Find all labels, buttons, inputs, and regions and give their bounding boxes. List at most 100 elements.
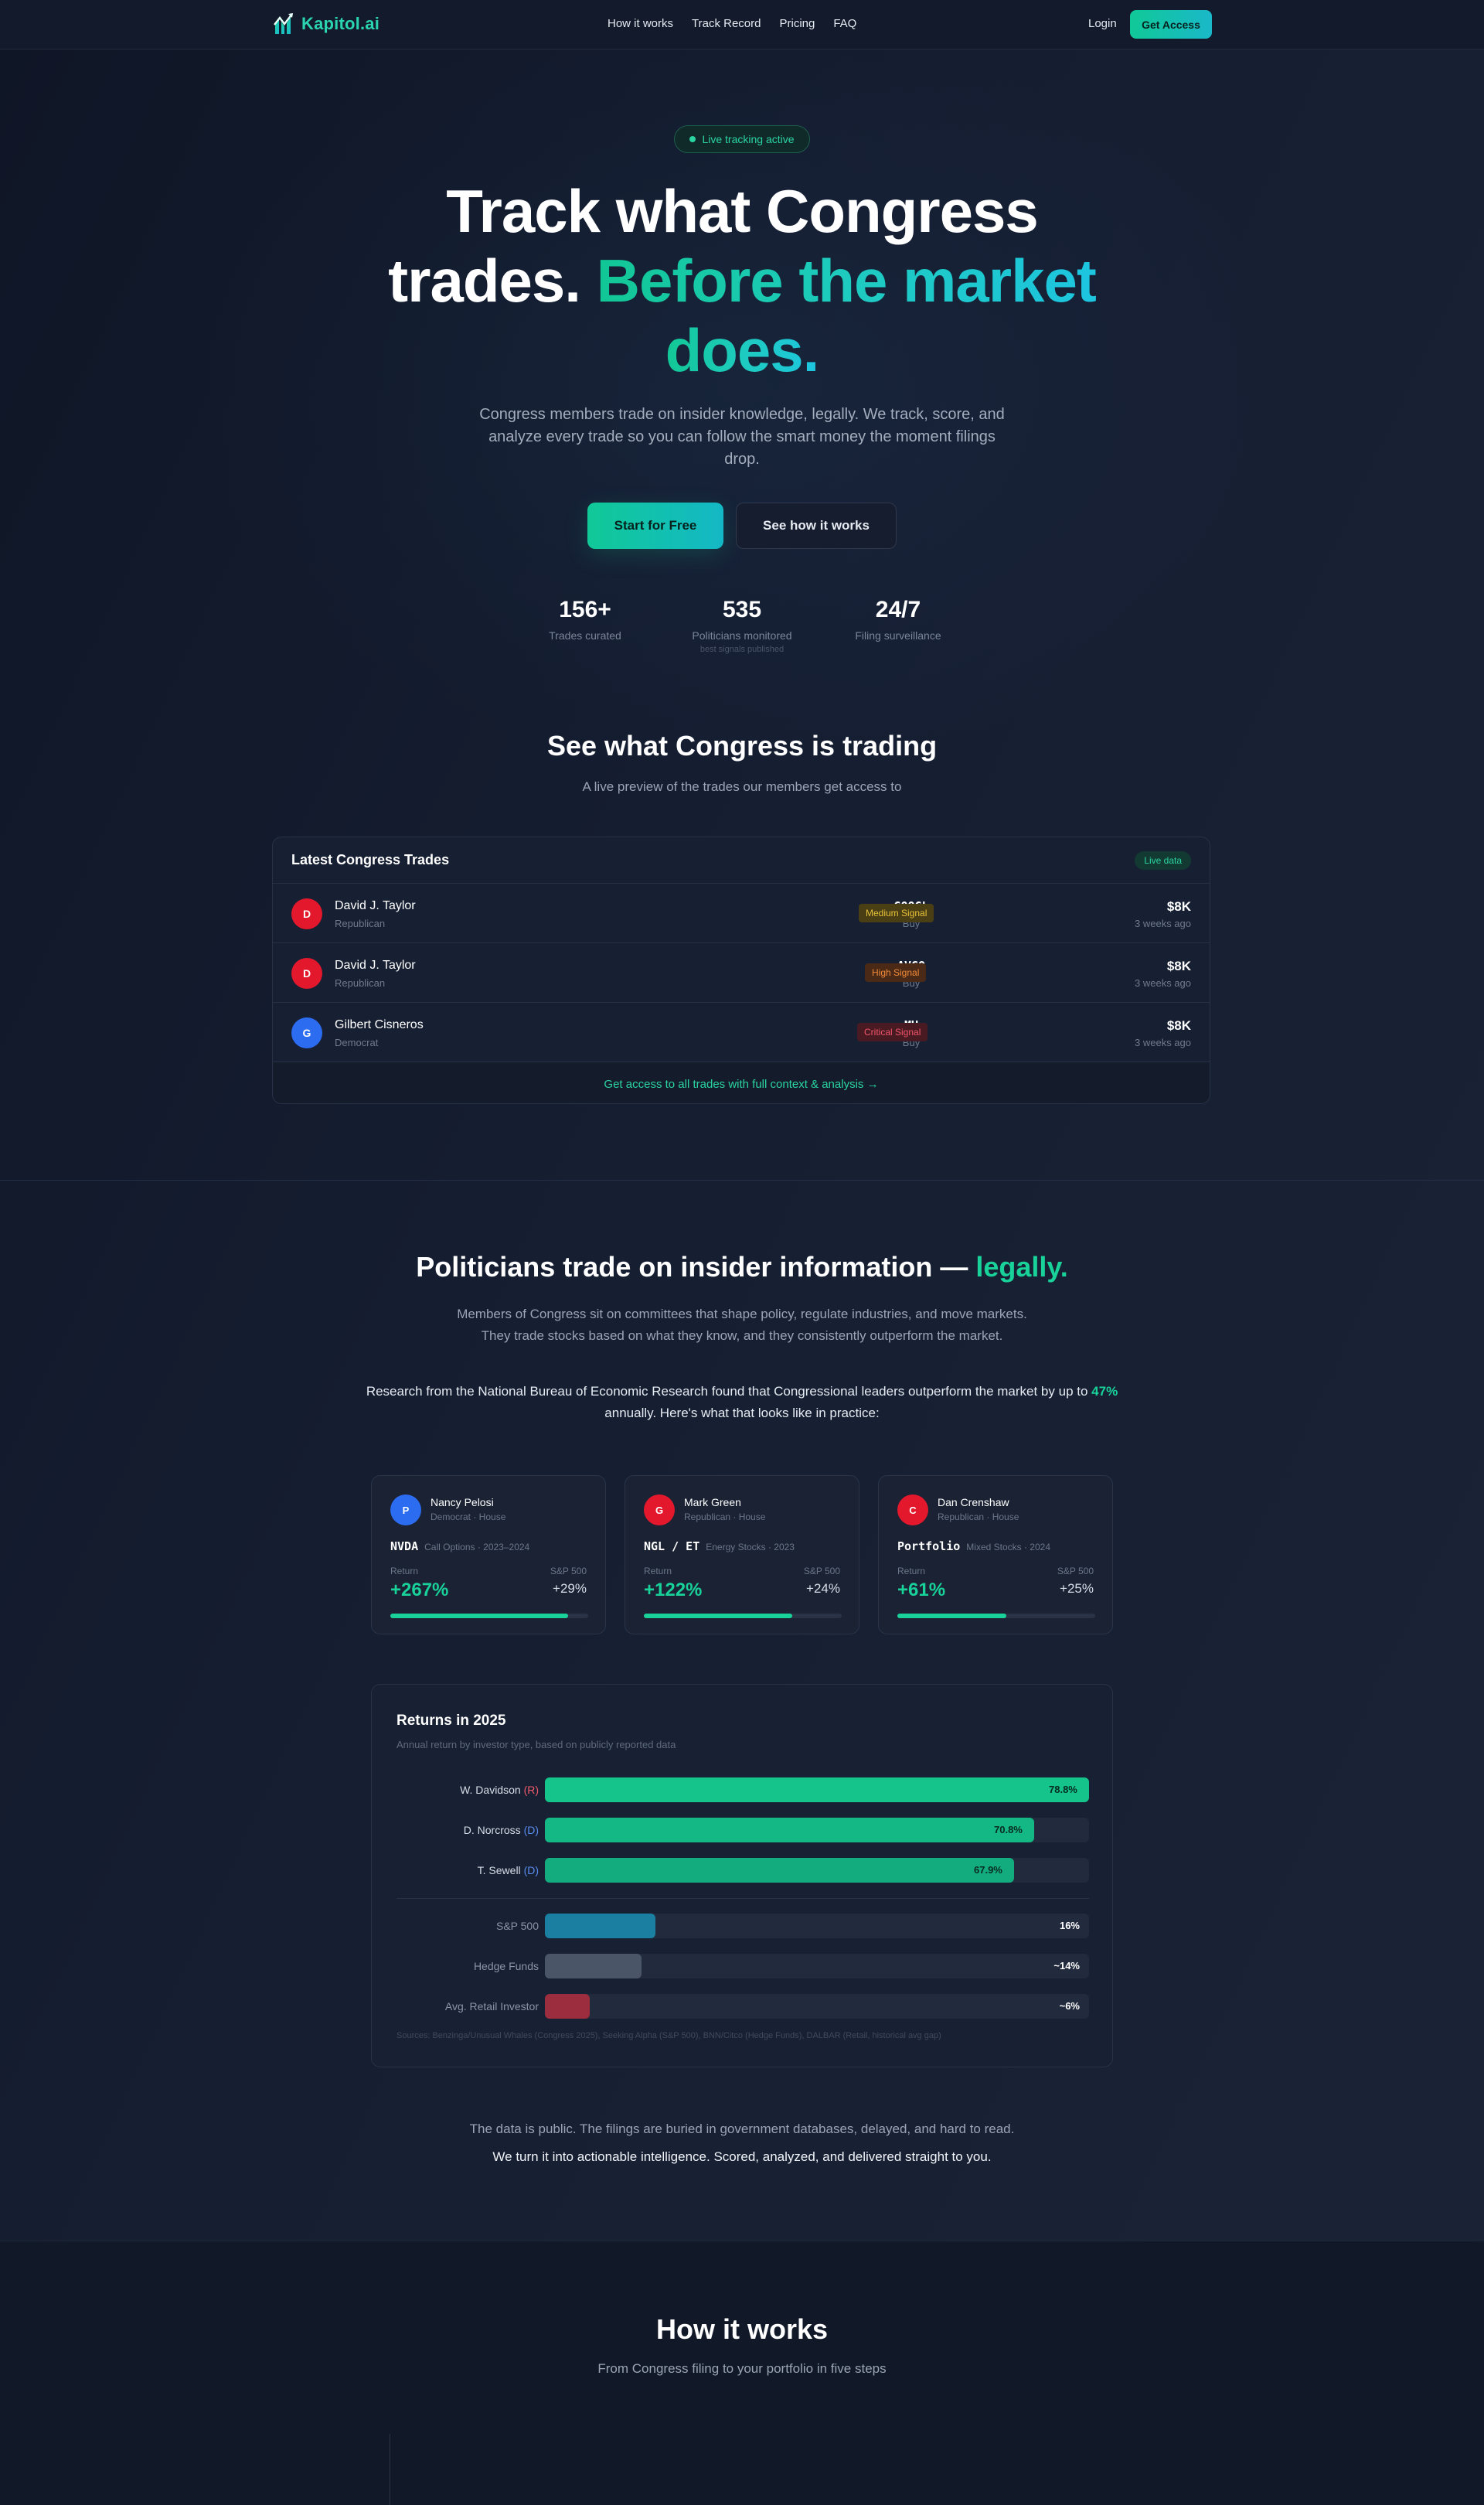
return-label: Return	[390, 1566, 419, 1576]
returns-bar-row: S&P 500 16%	[372, 1914, 1114, 1938]
hero-subtitle: Congress members trade on insider knowle…	[479, 406, 1005, 468]
hero-title-line2-plain: trades.	[388, 247, 597, 315]
trade-politician-party: Democrat	[335, 1037, 379, 1048]
bar-name: Hedge Funds	[473, 1960, 539, 1972]
bar-track: 67.9%	[545, 1858, 1089, 1883]
avatar: C	[897, 1494, 928, 1525]
trade-politician-name: Gilbert Cisneros	[335, 1018, 424, 1031]
bar-value: ~6%	[1059, 2000, 1080, 2012]
how-it-works-subtitle: From Congress filing to your portfolio i…	[597, 2361, 887, 2376]
stat-label: Filing surveillance	[855, 629, 941, 642]
returns-separator	[397, 1898, 1089, 1899]
all-trades-link[interactable]: Get access to all trades with full conte…	[273, 1062, 1210, 1103]
stat-filing-surveillance: 24/7 Filing surveillance	[836, 597, 960, 642]
bar-label: W. Davidson (R)	[460, 1784, 539, 1796]
live-dot-icon	[689, 136, 696, 142]
politician-ticker: NGL / ET Energy Stocks · 2023	[644, 1539, 795, 1553]
trade-politician-party: Republican	[335, 918, 386, 929]
signal-badge: High Signal	[865, 963, 927, 982]
return-progress-track	[644, 1614, 842, 1618]
research-paragraph: Research from the National Bureau of Eco…	[363, 1381, 1121, 1424]
bar	[545, 1818, 1034, 1842]
sp500-value: +25%	[1060, 1581, 1094, 1596]
stat-label: Trades curated	[549, 629, 621, 642]
bar-value: 70.8%	[994, 1824, 1023, 1835]
sp500-label: S&P 500	[550, 1566, 587, 1576]
politician-role: Republican · House	[938, 1512, 1019, 1522]
how-it-works-section	[0, 2241, 1484, 2505]
trade-politician-name: David J. Taylor	[335, 899, 416, 912]
bar-track: 70.8%	[545, 1818, 1089, 1842]
logo-chart-icon	[274, 13, 293, 34]
stat-note: best signals published	[699, 645, 785, 654]
trade-politician-name: David J. Taylor	[335, 959, 416, 972]
stat-politicians-monitored: 535 Politicians monitored best signals p…	[680, 597, 804, 654]
return-progress-fill	[390, 1614, 569, 1618]
get-access-button[interactable]: Get Access	[1130, 10, 1212, 39]
top-nav: Kapitol.ai How it works Track Record Pri…	[0, 0, 1484, 49]
stat-value: 24/7	[875, 597, 921, 622]
politician-card: C Dan Crenshaw Republican · House Portfolio…	[878, 1475, 1113, 1634]
trade-time: 3 weeks ago	[1135, 977, 1191, 989]
bar-name: Avg. Retail Investor	[444, 2000, 539, 2013]
return-progress-track	[390, 1614, 588, 1618]
politician-card: P Nancy Pelosi Democrat · House NVDA Call Op…	[371, 1475, 606, 1634]
return-value: +122%	[644, 1580, 703, 1600]
hero-title-line1: Track what Congress	[446, 177, 1039, 245]
politician-role: Democrat · House	[431, 1512, 506, 1522]
avatar: G	[644, 1494, 675, 1525]
nav-link-track-record[interactable]: Track Record	[692, 17, 761, 30]
stat-value: 535	[722, 597, 762, 622]
avatar: G	[291, 1017, 322, 1048]
returns-bar-row: T. Sewell (D) 67.9%	[372, 1858, 1114, 1883]
returns-sources: Sources: Benzinga/Unusual Whales (Congre…	[397, 2031, 941, 2040]
logo[interactable]: Kapitol.ai	[274, 12, 380, 36]
insider-title: Politicians trade on insider information…	[0, 1251, 1484, 1283]
insider-title-accent: legally.	[975, 1251, 1068, 1283]
closing-line-1: The data is public. The filings are buri…	[469, 2122, 1015, 2136]
politician-card: G Mark Green Republican · House NGL / ET Ene…	[625, 1475, 859, 1634]
returns-chart-card: Returns in 2025 Annual return by investo…	[371, 1684, 1113, 2067]
returns-bar-row: W. Davidson (R) 78.8%	[372, 1777, 1114, 1802]
live-tracking-badge: Live tracking active	[674, 125, 810, 153]
politician-ticker: NVDA Call Options · 2023–2024	[390, 1539, 529, 1553]
ticker-detail: Call Options · 2023–2024	[424, 1542, 530, 1552]
bar-value: 16%	[1059, 1920, 1080, 1931]
research-text-a: Research from the National Bureau of Eco…	[366, 1384, 1092, 1399]
politician-ticker: Portfolio Mixed Stocks · 2024	[897, 1539, 1050, 1553]
section-divider	[0, 1180, 1484, 1181]
bar	[545, 1914, 655, 1938]
bar-value: ~14%	[1053, 1960, 1080, 1972]
trade-time: 3 weeks ago	[1135, 1037, 1191, 1048]
preview-title: See what Congress is trading	[546, 730, 938, 762]
returns-bar-row: Hedge Funds ~14%	[372, 1954, 1114, 1978]
how-it-works-title: How it works	[655, 2313, 829, 2345]
see-how-it-works-button[interactable]: See how it works	[736, 503, 897, 549]
trade-amount: $8K	[1166, 1018, 1191, 1033]
return-value: +267%	[390, 1580, 449, 1600]
preview-subtitle: A live preview of the trades our members…	[582, 779, 902, 794]
start-for-free-button[interactable]: Start for Free	[587, 503, 723, 549]
insider-title-plain: Politicians trade on insider information…	[416, 1251, 976, 1283]
login-link[interactable]: Login	[1088, 17, 1117, 30]
nav-link-faq[interactable]: FAQ	[833, 17, 857, 30]
stat-trades-curated: 156+ Trades curated	[523, 597, 647, 642]
avatar: D	[291, 958, 322, 989]
avatar: D	[291, 898, 322, 929]
nav-links: How it works Track Record Pricing FAQ	[608, 17, 856, 30]
bar-label: Avg. Retail Investor	[445, 2000, 539, 2013]
bar-name: S&P 500	[495, 1920, 539, 1932]
research-text-b: annually. Here's what that looks like in…	[604, 1406, 880, 1420]
avatar: P	[390, 1494, 421, 1525]
nav-link-pricing[interactable]: Pricing	[779, 17, 815, 30]
returns-subtitle: Annual return by investor type, based on…	[397, 1739, 676, 1750]
nav-link-how-it-works[interactable]: How it works	[608, 17, 674, 30]
bar	[545, 1954, 642, 1978]
ticker-detail: Mixed Stocks · 2024	[966, 1542, 1050, 1552]
sp500-label: S&P 500	[803, 1566, 840, 1576]
